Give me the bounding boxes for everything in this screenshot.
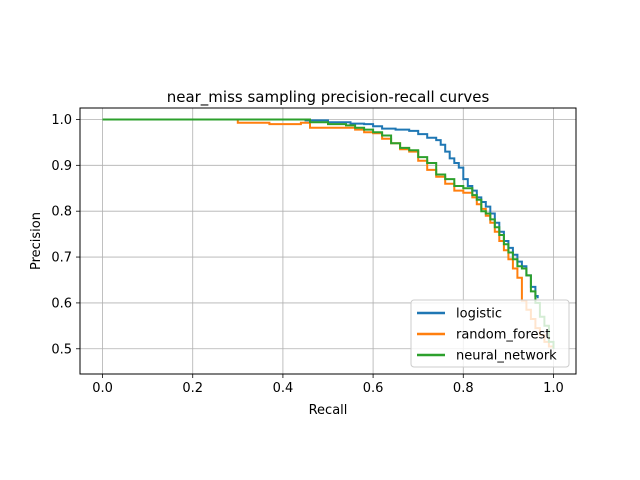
x-axis-label: Recall (309, 403, 348, 418)
y-tick-label: 0.6 (51, 296, 72, 311)
axis-ticks: 0.0 0.2 0.4 0.6 0.8 1.0 0.5 0.6 0.7 0.8 0.9 1.0 (51, 113, 563, 396)
x-tick-label: 0.8 (453, 381, 474, 396)
legend: logistic random_forest neural_network (410, 299, 570, 368)
series-line-neural-network (102, 118, 555, 349)
series-line-logistic (102, 118, 539, 299)
chart-title: near_miss sampling precision-recall curv… (167, 88, 490, 107)
y-tick-label: 1.0 (51, 113, 72, 128)
x-tick-label: 1.0 (543, 381, 564, 396)
x-tick-label: 0.2 (182, 381, 203, 396)
x-tick-label: 0.4 (273, 381, 294, 396)
y-tick-label: 0.8 (51, 205, 72, 220)
x-tick-label: 0.0 (92, 381, 113, 396)
legend-box (410, 299, 570, 368)
legend-label-neural-network: neural_network (456, 349, 557, 364)
plot-frame (79, 107, 577, 375)
x-tick-label: 0.6 (363, 381, 384, 396)
y-tick-label: 0.9 (51, 159, 72, 174)
legend-label-logistic: logistic (456, 307, 502, 322)
y-tick-label: 0.7 (51, 251, 72, 266)
legend-label-random-forest: random_forest (456, 328, 550, 343)
y-axis-label: Precision (29, 212, 44, 270)
y-tick-label: 0.5 (51, 342, 72, 357)
